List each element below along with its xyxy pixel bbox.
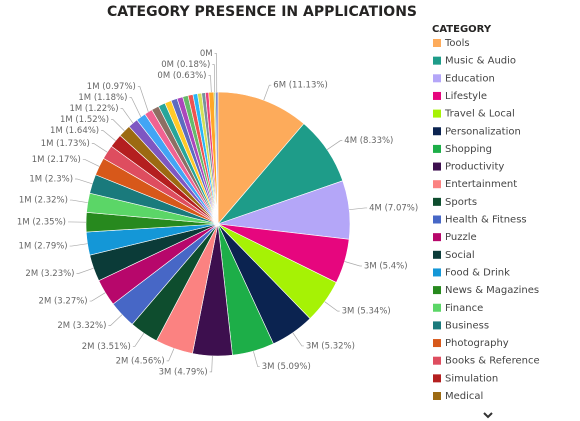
chart-title: CATEGORY PRESENCE IN APPLICATIONS xyxy=(107,4,417,20)
data-label: 3M (5.09%) xyxy=(262,362,311,372)
legend-label: Tools xyxy=(444,38,470,49)
data-label: 3M (5.34%) xyxy=(342,307,391,317)
data-label: 1M (2.3%) xyxy=(29,174,73,184)
legend-label: Travel & Local xyxy=(444,109,515,120)
leader-line xyxy=(108,314,123,327)
legend-label: Photography xyxy=(445,338,509,349)
legend-label: Productivity xyxy=(445,162,504,173)
leader-line xyxy=(129,97,142,118)
leader-line xyxy=(120,108,134,124)
data-label: 2M (3.51%) xyxy=(82,342,131,352)
leader-line xyxy=(75,178,93,185)
data-label: 1M (1.18%) xyxy=(78,93,127,103)
leader-line xyxy=(101,130,116,142)
data-label: 6M (11.13%) xyxy=(273,81,328,91)
legend-label: Social xyxy=(445,250,475,261)
legend-swatch xyxy=(433,109,441,118)
leader-line xyxy=(89,292,106,302)
legend-label: Simulation xyxy=(445,373,498,384)
legend-swatch xyxy=(433,56,441,65)
legend-label: Music & Audio xyxy=(445,56,516,67)
data-label: 1M (2.17%) xyxy=(32,155,81,165)
legend-swatch xyxy=(433,374,441,383)
legend-swatch xyxy=(433,250,441,259)
legend-swatch xyxy=(433,197,441,206)
legend-swatch xyxy=(433,356,441,365)
legend-swatch xyxy=(433,91,441,100)
data-label: 1M (2.79%) xyxy=(19,242,68,252)
data-label: 2M (3.27%) xyxy=(39,297,88,307)
leader-line xyxy=(253,351,260,367)
legend-label: Health & Fitness xyxy=(445,215,527,226)
leader-line xyxy=(82,159,100,167)
data-label: 1M (1.52%) xyxy=(60,115,109,125)
leader-line xyxy=(137,86,149,112)
leader-line xyxy=(76,267,94,274)
legend-label: Shopping xyxy=(445,144,492,155)
legend-label: Medical xyxy=(445,391,483,402)
leader-line xyxy=(324,301,340,312)
leader-line xyxy=(292,332,304,347)
data-label: 1M (0.97%) xyxy=(87,82,136,92)
legend-label: Finance xyxy=(445,303,483,314)
data-label: 3M (4.79%) xyxy=(159,367,208,377)
leader-line xyxy=(344,261,362,267)
data-label: 3M (5.32%) xyxy=(306,341,355,351)
leader-line xyxy=(91,143,108,153)
legend-label: Puzzle xyxy=(445,232,477,243)
data-label: 3M (5.4%) xyxy=(364,262,408,272)
legend-swatch xyxy=(433,127,441,136)
leader-line xyxy=(166,348,175,362)
legend-label: Business xyxy=(445,320,489,331)
legend-swatch xyxy=(433,180,441,189)
legend-swatch xyxy=(433,162,441,171)
leader-line xyxy=(209,355,213,373)
legend-swatch xyxy=(433,233,441,242)
legend-label: Lifestyle xyxy=(445,91,487,102)
legend-swatch xyxy=(433,321,441,330)
data-label: 1M (2.35%) xyxy=(17,217,66,227)
data-label: 0M (0.18%) xyxy=(161,60,210,70)
legend-swatch xyxy=(433,392,441,400)
data-label: 1M (1.64%) xyxy=(50,126,99,136)
leader-line xyxy=(132,333,145,347)
data-label: 4M (8.33%) xyxy=(344,136,393,146)
leader-line xyxy=(111,119,125,132)
data-label: 1M (1.73%) xyxy=(41,139,90,149)
data-label: 2M (3.32%) xyxy=(57,321,106,331)
leader-line xyxy=(69,243,88,247)
legend-swatch xyxy=(433,215,441,224)
legend-swatch xyxy=(433,74,441,83)
data-label: 0M xyxy=(200,49,213,59)
leader-line xyxy=(212,64,216,93)
scroll-arrow[interactable] xyxy=(483,412,493,419)
leader-line xyxy=(326,140,343,150)
legend-label: Entertainment xyxy=(445,179,517,190)
legend-label: Food & Drink xyxy=(445,267,510,278)
data-label: 2M (3.23%) xyxy=(25,269,74,279)
leader-line xyxy=(208,75,212,93)
data-label: 4M (7.07%) xyxy=(369,203,418,213)
leader-line xyxy=(349,207,368,211)
data-label: 0M (0.63%) xyxy=(157,71,206,81)
legend-swatch xyxy=(433,144,441,153)
data-label: 1M (2.32%) xyxy=(19,196,68,206)
legend-label: Sports xyxy=(445,197,477,208)
legend-title: CATEGORY xyxy=(432,24,492,35)
leader-line xyxy=(214,53,218,93)
legend-swatch xyxy=(433,39,441,47)
legend-label: Books & Reference xyxy=(445,356,540,367)
legend-label: Personalization xyxy=(445,126,521,137)
legend-swatch xyxy=(433,339,441,348)
leader-line xyxy=(263,84,272,101)
legend-label: News & Magazines xyxy=(445,285,539,296)
legend-swatch xyxy=(433,286,441,295)
leader-line xyxy=(69,199,88,204)
data-label: 2M (4.56%) xyxy=(116,356,165,366)
legend-label: Education xyxy=(445,73,495,84)
legend-swatch xyxy=(433,268,441,277)
data-label: 1M (1.22%) xyxy=(69,104,118,114)
legend-swatch xyxy=(433,303,441,312)
